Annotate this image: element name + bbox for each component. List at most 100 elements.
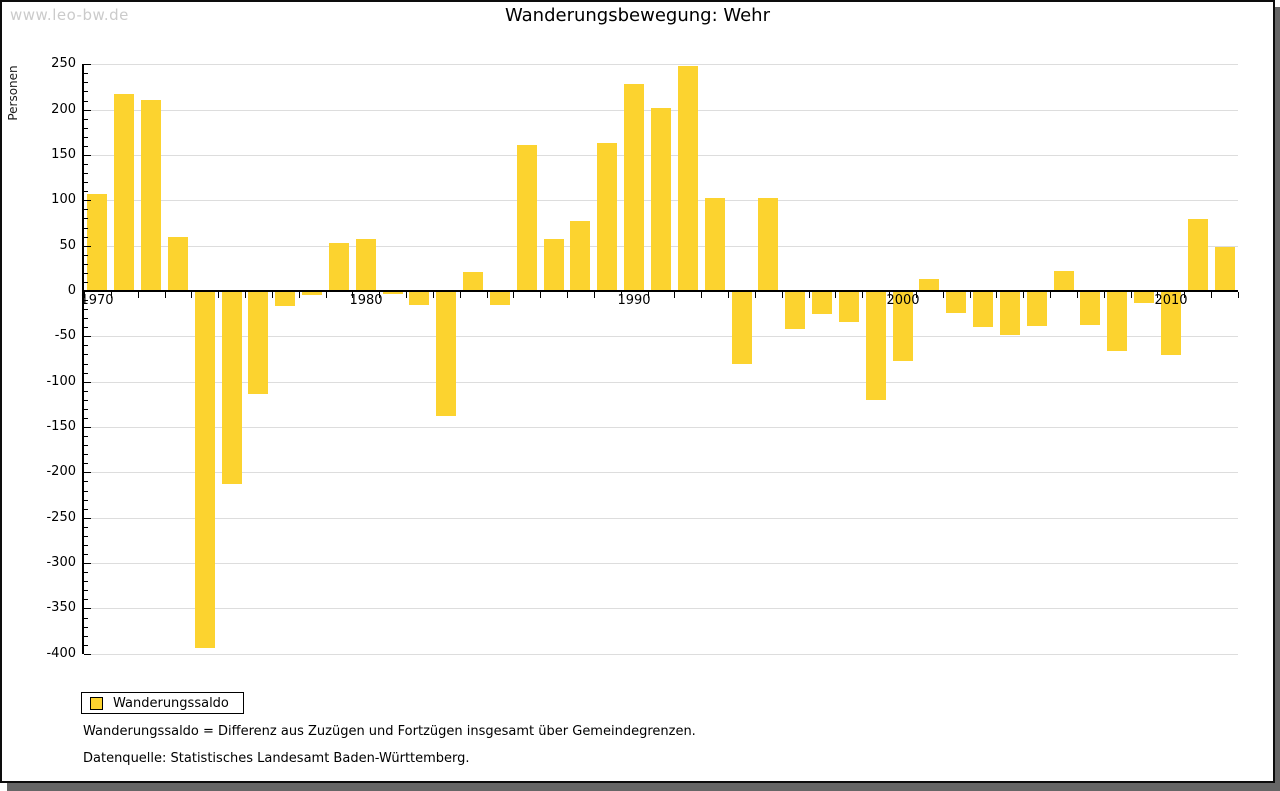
y-minor-tick xyxy=(84,599,88,600)
bar-2008 xyxy=(1107,291,1127,351)
y-major-tick xyxy=(84,427,91,428)
x-tick xyxy=(567,292,568,298)
bar-1976 xyxy=(248,291,268,394)
x-tick xyxy=(594,292,595,298)
y-minor-tick xyxy=(84,228,88,229)
x-tick-label-1970: 1970 xyxy=(80,293,114,308)
y-minor-tick xyxy=(84,318,88,319)
bar-1973 xyxy=(168,237,188,291)
y-minor-tick xyxy=(84,327,88,328)
y-minor-tick xyxy=(84,345,88,346)
y-minor-tick xyxy=(84,91,88,92)
y-minor-tick xyxy=(84,264,88,265)
y-minor-tick xyxy=(84,418,88,419)
bar-2010 xyxy=(1161,291,1181,355)
legend-label: Wanderungssaldo xyxy=(113,695,229,711)
bar-1978 xyxy=(302,291,322,295)
y-tick-label: 50 xyxy=(59,238,76,253)
bar-2005 xyxy=(1027,291,1047,326)
y-minor-tick xyxy=(84,391,88,392)
bar-1972 xyxy=(141,100,161,291)
x-tick xyxy=(1077,292,1078,298)
y-tick-label: 150 xyxy=(51,147,76,162)
bar-1977 xyxy=(275,291,295,306)
gridline-y-250 xyxy=(84,64,1238,65)
x-tick xyxy=(755,292,756,298)
x-tick-label-1990: 1990 xyxy=(617,293,651,308)
x-tick xyxy=(970,292,971,298)
plot-area: 250 200 150 100 50 0 -50 -100 -150 -200 -250 -300 -3… xyxy=(2,2,1273,781)
x-tick xyxy=(1157,292,1158,298)
gridline-y--100 xyxy=(84,382,1238,383)
y-minor-tick xyxy=(84,627,88,628)
y-minor-tick xyxy=(84,237,88,238)
x-tick xyxy=(1023,292,1024,298)
bar-1996 xyxy=(785,291,805,329)
x-tick xyxy=(1211,292,1212,298)
bar-1979 xyxy=(329,243,349,291)
bar-1988 xyxy=(570,221,590,291)
y-minor-tick xyxy=(84,182,88,183)
gridline-y--150 xyxy=(84,427,1238,428)
x-tick xyxy=(245,292,246,298)
y-tick-label: -150 xyxy=(46,419,76,434)
x-tick xyxy=(1184,292,1185,298)
x-tick xyxy=(513,292,514,298)
x-tick-label-1980: 1980 xyxy=(349,293,383,308)
bar-2004 xyxy=(1000,291,1020,335)
y-axis-line xyxy=(82,64,84,654)
x-tick xyxy=(1238,292,1239,298)
x-tick xyxy=(809,292,810,298)
y-minor-tick xyxy=(84,491,88,492)
y-minor-tick xyxy=(84,454,88,455)
y-tick-label: -200 xyxy=(46,464,76,479)
y-major-tick xyxy=(84,563,91,564)
bar-1983 xyxy=(436,291,456,416)
y-minor-tick xyxy=(84,273,88,274)
bar-1993 xyxy=(705,198,725,291)
bar-2011 xyxy=(1188,219,1208,291)
y-minor-tick xyxy=(84,73,88,74)
x-tick xyxy=(1050,292,1051,298)
y-minor-tick xyxy=(84,445,88,446)
gridline-y--200 xyxy=(84,472,1238,473)
gridline-y--400 xyxy=(84,654,1238,655)
y-minor-tick xyxy=(84,436,88,437)
y-minor-tick xyxy=(84,146,88,147)
bar-1995 xyxy=(758,198,778,291)
x-tick-label-2010: 2010 xyxy=(1154,293,1188,308)
y-tick-label: 250 xyxy=(51,56,76,71)
x-tick xyxy=(299,292,300,298)
bar-1989 xyxy=(597,143,617,291)
bar-2012 xyxy=(1215,247,1235,291)
bar-1974 xyxy=(195,291,215,648)
y-major-tick xyxy=(84,155,91,156)
y-major-tick xyxy=(84,110,91,111)
bar-2007 xyxy=(1080,291,1100,325)
y-tick-label: -50 xyxy=(54,328,76,343)
y-major-tick xyxy=(84,472,91,473)
gridline-y--300 xyxy=(84,563,1238,564)
x-tick xyxy=(165,292,166,298)
y-tick-label: -100 xyxy=(46,374,76,389)
x-tick xyxy=(138,292,139,298)
bar-1985 xyxy=(490,291,510,305)
y-minor-tick xyxy=(84,636,88,637)
y-major-tick xyxy=(84,654,91,655)
y-tick-label: 100 xyxy=(51,192,76,207)
bar-1982 xyxy=(409,291,429,305)
x-tick xyxy=(487,292,488,298)
x-tick xyxy=(406,292,407,298)
bar-1999 xyxy=(866,291,886,400)
y-major-tick xyxy=(84,64,91,65)
bar-2001 xyxy=(919,279,939,291)
bar-1990 xyxy=(624,84,644,291)
footnote-source: Datenquelle: Statistisches Landesamt Bad… xyxy=(83,751,470,766)
bar-1987 xyxy=(544,239,564,291)
y-minor-tick xyxy=(84,590,88,591)
x-tick xyxy=(84,292,85,298)
y-major-tick xyxy=(84,608,91,609)
y-minor-tick xyxy=(84,218,88,219)
x-tick xyxy=(191,292,192,298)
y-minor-tick xyxy=(84,128,88,129)
